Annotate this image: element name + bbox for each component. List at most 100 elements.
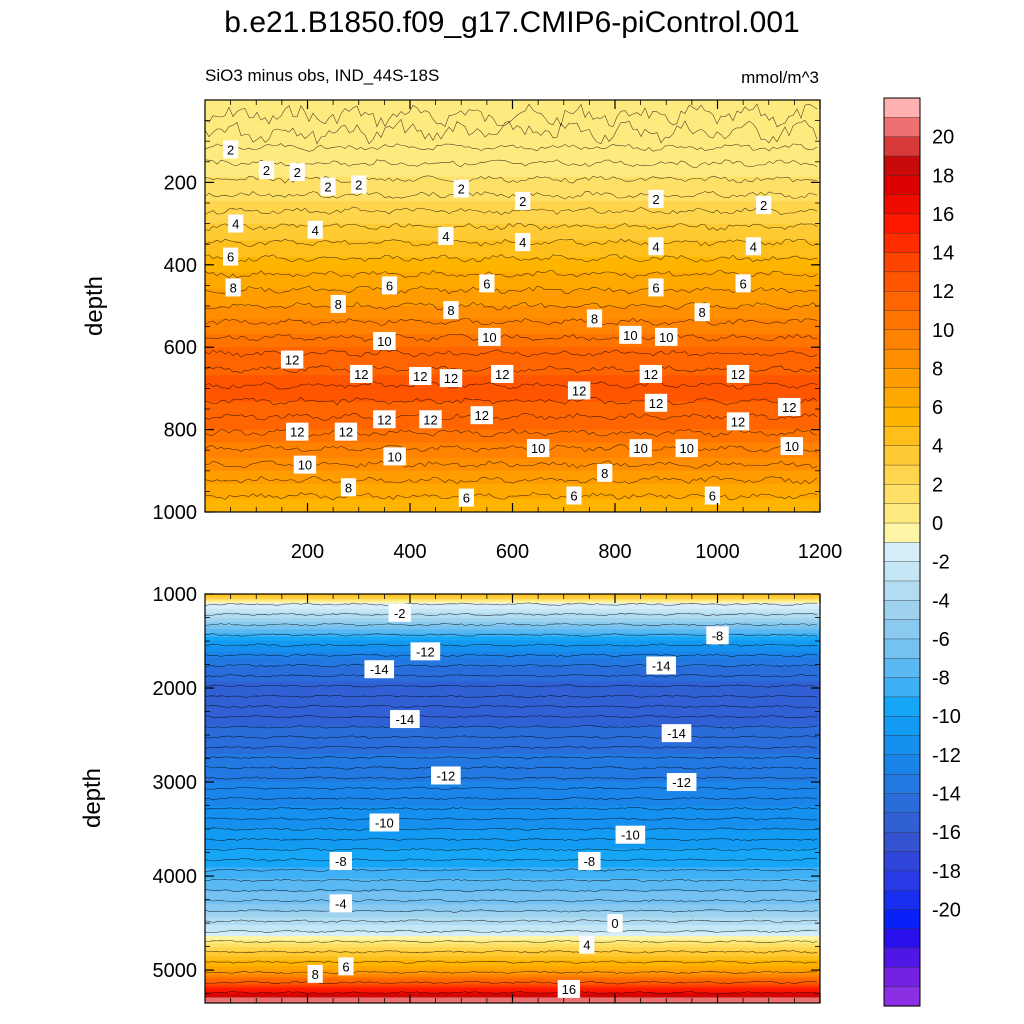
contour-label-box — [639, 364, 663, 383]
contour-label: 16 — [557, 979, 581, 998]
contour-band — [205, 345, 820, 348]
contour-band — [205, 165, 820, 169]
contour-label-box — [704, 486, 720, 505]
contour-label-text: 12 — [475, 408, 489, 423]
contour-band — [205, 659, 820, 662]
contour-label-text: 6 — [709, 489, 716, 504]
contour-label-text: 8 — [699, 305, 706, 320]
contour-label-box — [458, 488, 474, 507]
contour-band — [205, 394, 820, 397]
colorbar-swatch — [883, 136, 921, 157]
contour-band — [205, 232, 820, 236]
colorbar-frame — [883, 97, 921, 1007]
y-tick-label: 800 — [164, 420, 197, 442]
lower-filled-contours — [205, 594, 820, 1003]
contour-label: 4 — [228, 214, 244, 233]
colorbar-swatch — [883, 233, 921, 254]
contour-band — [205, 906, 820, 909]
contour-band — [205, 757, 820, 761]
contour-label-text: 2 — [227, 142, 234, 157]
contour-band — [205, 774, 820, 777]
contour-line — [205, 254, 818, 263]
contour-label-text: 4 — [312, 223, 319, 238]
contour-line — [205, 837, 818, 841]
contour-band — [205, 744, 820, 748]
contour-band — [205, 761, 820, 764]
contour-band — [205, 949, 820, 952]
contour-label-text: 10 — [387, 449, 401, 464]
contour-label: 12 — [334, 422, 358, 441]
contour-label: 8 — [340, 478, 357, 497]
contour-line — [205, 206, 818, 216]
contour-band — [205, 607, 820, 610]
contour-label-box — [369, 813, 400, 832]
contour-label-text: -12 — [436, 768, 455, 783]
contour-band — [205, 206, 820, 210]
contour-band — [205, 783, 820, 787]
contour-label-text: 4 — [750, 239, 757, 254]
contour-band — [205, 863, 820, 867]
contour-band — [205, 871, 820, 874]
upper-axes: 200 400 600 800 1000 200 400 600 800 1000 1200 — [153, 99, 842, 563]
contour-band — [205, 201, 820, 204]
contour-label: -10 — [369, 813, 400, 832]
contour-label-text: -8 — [335, 854, 347, 869]
contour-band — [205, 869, 820, 872]
colorbar-swatch — [883, 522, 921, 543]
contour-band — [205, 928, 820, 932]
contour-label-box — [526, 439, 550, 458]
contour-label-text: 2 — [519, 194, 526, 209]
x-tick-label: 800 — [598, 541, 631, 563]
contour-label-box — [329, 894, 353, 913]
contour-label-text: 8 — [335, 297, 342, 312]
colorbar-label: -12 — [932, 745, 961, 767]
contour-band — [205, 354, 820, 358]
contour-label-text: 12 — [572, 383, 586, 398]
contour-band — [205, 309, 820, 313]
contour-band — [205, 319, 820, 322]
contour-line — [205, 602, 818, 606]
contour-band — [205, 857, 820, 861]
colorbar-label: 18 — [932, 165, 954, 187]
contour-band — [205, 917, 820, 920]
contour-band — [205, 474, 820, 478]
contour-band — [205, 315, 820, 318]
contour-band — [205, 804, 820, 807]
contour-label-box — [675, 439, 698, 458]
contour-band — [205, 401, 820, 404]
contour-band — [205, 141, 820, 144]
contour-band — [205, 358, 820, 361]
contour-band — [205, 950, 820, 954]
y-tick-label: 3000 — [153, 772, 198, 794]
colorbar-swatch — [883, 619, 921, 640]
contour-band — [205, 986, 820, 989]
contour-band — [205, 489, 820, 492]
contour-band — [205, 262, 820, 266]
contour-band — [205, 197, 820, 200]
colorbar-swatch — [883, 503, 921, 524]
contour-label-box — [409, 367, 432, 386]
contour-label: 6 — [458, 488, 474, 507]
contour-label: 2 — [320, 177, 336, 196]
contour-label: -14 — [646, 656, 676, 675]
contour-band — [205, 805, 820, 809]
contour-band — [205, 450, 820, 453]
contour-line — [205, 317, 818, 326]
colorbar-swatch — [883, 986, 921, 1007]
contour-band — [205, 242, 820, 245]
contour-line — [205, 396, 818, 406]
contour-band — [205, 811, 820, 814]
contour-band — [205, 171, 820, 174]
contour-band — [205, 457, 820, 461]
contour-band — [205, 236, 820, 240]
contour-band — [205, 234, 820, 238]
contour-band — [205, 330, 820, 333]
contour-band — [205, 497, 820, 500]
contour-band — [205, 748, 820, 751]
contour-label-box — [390, 710, 420, 729]
contour-band — [205, 311, 820, 315]
contour-band — [205, 902, 820, 906]
contour-band — [205, 150, 820, 154]
contour-label-box — [351, 175, 367, 194]
